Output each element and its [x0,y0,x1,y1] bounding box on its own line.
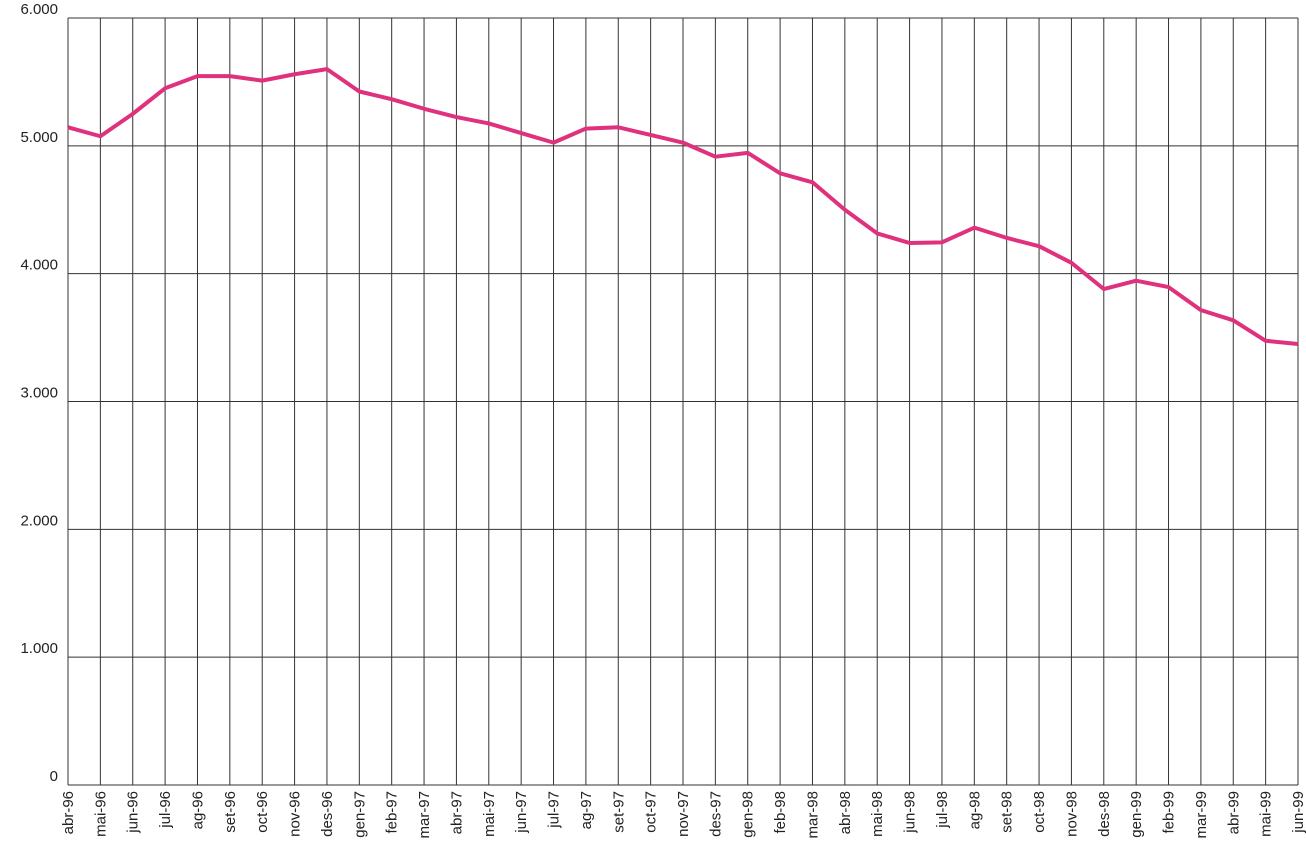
x-tick-label: feb-97 [384,791,401,834]
x-tick-label: des-96 [319,791,336,837]
x-tick-label: mai-96 [92,791,109,837]
x-tick-label: feb-99 [1161,791,1178,834]
x-tick-label: nov-97 [675,791,692,837]
x-tick-label: ag-97 [578,791,595,829]
y-tick-label: 2.000 [20,512,58,529]
x-tick-label: oct-97 [643,791,660,833]
x-tick-label: oct-98 [1031,791,1048,833]
y-tick-label: 4.000 [20,257,58,274]
y-tick-label: 0 [50,768,58,785]
x-tick-label: gen-97 [351,791,368,838]
x-tick-label: jun-99 [1290,791,1306,834]
x-tick-label: mar-99 [1193,791,1210,839]
x-tick-label: jun-98 [902,791,919,834]
x-tick-label: nov-96 [287,791,304,837]
x-tick-label: ag-98 [966,791,983,829]
x-tick-label: des-98 [1096,791,1113,837]
x-tick-label: jul-97 [546,791,563,829]
y-tick-label: 1.000 [20,640,58,657]
x-tick-label: set-98 [999,791,1016,833]
x-tick-label: feb-98 [772,791,789,834]
x-tick-label: nov-98 [1063,791,1080,837]
x-tick-label: mar-98 [804,791,821,839]
data-line [67,67,1299,346]
x-tick-label: mai-98 [869,791,886,837]
x-tick-label: mai-97 [481,791,498,837]
x-tick-label: gen-99 [1128,791,1145,838]
x-tick-label: jul-98 [934,791,951,829]
x-tick-label: oct-96 [254,791,271,833]
x-tick-label: jul-96 [157,791,174,829]
y-tick-label: 6.000 [20,1,58,18]
x-tick-label: abr-99 [1225,791,1242,834]
x-tick-label: abr-98 [837,791,854,834]
x-tick-label: mai-99 [1258,791,1275,837]
x-tick-label: set-96 [222,791,239,833]
x-tick-label: des-97 [707,791,724,837]
x-tick-label: abr-97 [448,791,465,834]
x-tick-label: gen-98 [740,791,757,838]
x-tick-label: ag-96 [189,791,206,829]
x-tick-label: set-97 [610,791,627,833]
y-tick-label: 3.000 [20,385,58,402]
x-tick-label: abr-96 [60,791,77,834]
x-tick-label: mar-97 [416,791,433,839]
x-tick-label: jun-97 [513,791,530,834]
x-tick-label: jun-96 [125,791,142,834]
y-tick-label: 5.000 [20,129,58,146]
